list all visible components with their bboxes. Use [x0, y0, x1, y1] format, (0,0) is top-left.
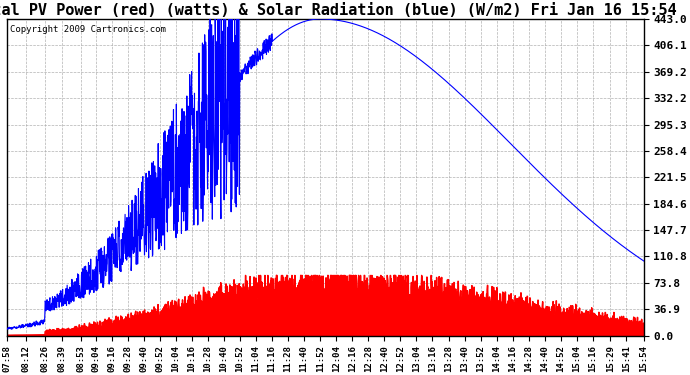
- Text: Copyright 2009 Cartronics.com: Copyright 2009 Cartronics.com: [10, 25, 166, 34]
- Title: Total PV Power (red) (watts) & Solar Radiation (blue) (W/m2) Fri Jan 16 15:54: Total PV Power (red) (watts) & Solar Rad…: [0, 3, 677, 18]
